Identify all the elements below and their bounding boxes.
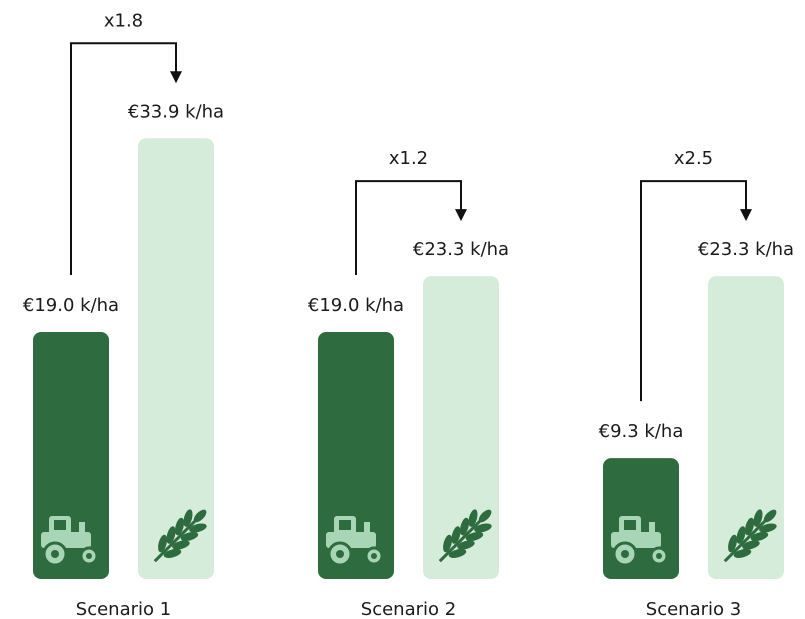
icon-part [763, 509, 777, 523]
annotation: x1.8 [104, 10, 143, 31]
icon-part [457, 540, 475, 550]
tractor-icon [326, 516, 384, 567]
icon-part [759, 523, 777, 533]
wheat-icon [153, 509, 207, 563]
icon-part [465, 531, 484, 541]
bar [138, 138, 214, 580]
icon-part [79, 522, 85, 534]
wheat-icon [438, 509, 492, 563]
icon-part [193, 509, 207, 523]
arrow-line [70, 42, 177, 275]
icon-part [750, 531, 769, 541]
value-label: €19.0 k/ha [23, 295, 119, 316]
icon-part [656, 553, 662, 559]
bar [423, 276, 499, 579]
icon-part [742, 540, 760, 550]
arrow-head [740, 209, 752, 222]
icon-part [448, 548, 467, 558]
icon-part [163, 548, 182, 558]
arrow-line [640, 180, 747, 402]
icon-part [728, 534, 738, 553]
tractor-icon [611, 516, 669, 567]
icon-part [339, 520, 351, 530]
value-label: €19.0 k/ha [308, 295, 404, 316]
icon-part [51, 550, 59, 558]
icon-part [158, 534, 168, 553]
icon-part [54, 520, 66, 530]
icon-part [733, 548, 752, 558]
bar [603, 458, 679, 579]
icon-part [364, 522, 370, 534]
arrow-head [170, 71, 182, 84]
icon-part [172, 540, 190, 550]
arrow-head [455, 209, 467, 222]
icon-part [438, 517, 484, 563]
icon-part [753, 509, 763, 527]
icon-part [86, 553, 92, 559]
icon-part [621, 550, 629, 558]
icon-part [180, 531, 199, 541]
annotation: x2.5 [674, 148, 713, 169]
icon-part [189, 523, 207, 533]
x-tick-label: Scenario 2 [361, 599, 456, 619]
icon-part [478, 509, 492, 523]
x-tick-label: Scenario 1 [76, 599, 171, 619]
icon-part [460, 517, 470, 536]
value-label: €23.3 k/ha [698, 239, 794, 260]
icon-part [451, 526, 461, 544]
icon-part [624, 520, 636, 530]
icon-part [736, 526, 746, 544]
value-label: €33.9 k/ha [128, 101, 224, 122]
icon-part [183, 509, 193, 527]
value-label: €9.3 k/ha [599, 421, 684, 442]
icon-part [443, 534, 453, 553]
annotation: x1.2 [389, 148, 428, 169]
x-tick-label: Scenario 3 [646, 599, 741, 619]
icon-part [336, 550, 344, 558]
icon-part [649, 522, 655, 534]
arrow-line [355, 180, 462, 275]
icon-part [153, 517, 199, 563]
bar [708, 276, 784, 579]
icon-part [468, 509, 478, 527]
value-label: €23.3 k/ha [413, 239, 509, 260]
icon-part [166, 526, 176, 544]
icon-part [371, 553, 377, 559]
icon-part [474, 523, 492, 533]
icon-part [723, 517, 769, 563]
tractor-icon [41, 516, 99, 567]
icon-part [175, 517, 185, 536]
wheat-icon [723, 509, 777, 563]
icon-part [745, 517, 755, 536]
